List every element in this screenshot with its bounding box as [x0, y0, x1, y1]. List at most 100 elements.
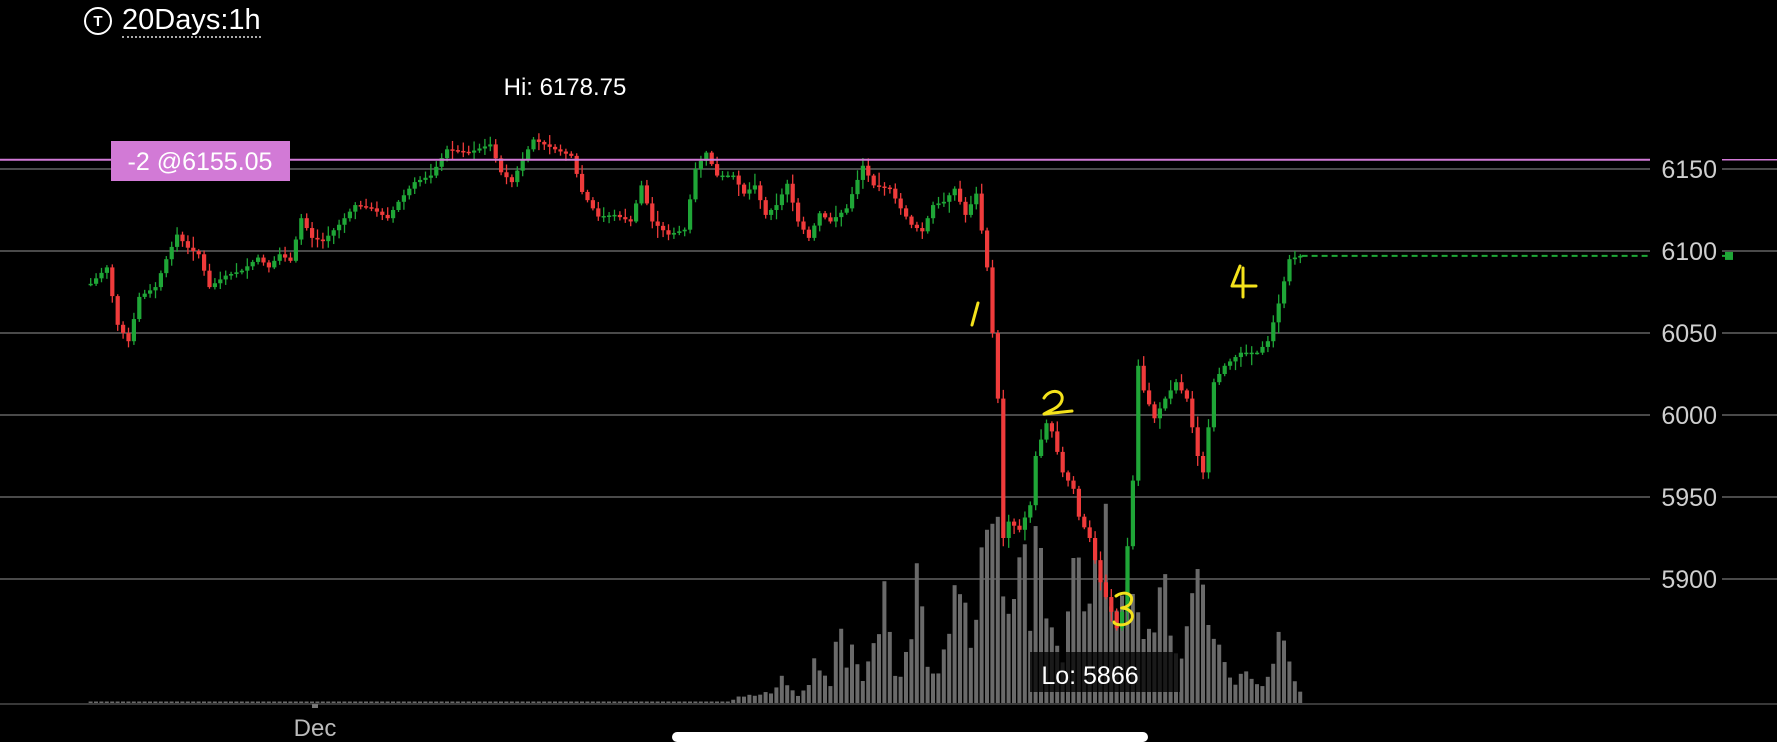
candle: [779, 188, 784, 211]
home-indicator-bar[interactable]: [672, 732, 1148, 742]
candle: [1066, 470, 1071, 487]
candle: [925, 215, 930, 234]
trader-icon[interactable]: T: [84, 7, 112, 35]
volume-bar: [423, 701, 428, 703]
volume-bar: [569, 701, 574, 703]
candle: [455, 145, 460, 154]
candle: [439, 153, 444, 172]
candle: [1006, 514, 1011, 548]
candle: [995, 330, 1000, 404]
candle: [1287, 254, 1292, 286]
candle: [369, 202, 374, 212]
volume-bar: [196, 701, 201, 703]
candle: [882, 182, 887, 196]
volume-bar: [207, 701, 212, 703]
candle: [110, 264, 115, 303]
annotation-4: [1230, 264, 1258, 299]
candle: [185, 235, 190, 255]
candle: [1211, 378, 1216, 432]
volume-bar: [245, 701, 250, 703]
candle: [515, 166, 520, 187]
volume-bar: [693, 701, 698, 703]
volume-bar: [121, 701, 125, 703]
candle: [1093, 531, 1098, 564]
candle: [1141, 356, 1146, 393]
volume-bar: [1012, 599, 1016, 703]
period-selector[interactable]: 20Days:1h: [122, 4, 261, 38]
volume-bar: [99, 701, 104, 703]
candle: [1028, 501, 1033, 523]
volume-bar: [779, 675, 784, 703]
candle: [1103, 574, 1108, 600]
volume-bar: [283, 701, 287, 703]
candle: [1076, 485, 1081, 521]
volume-bar: [391, 701, 395, 703]
volume-bar: [1244, 671, 1249, 703]
candle: [817, 211, 822, 232]
volume-bar: [871, 643, 876, 703]
annotation-2: [1042, 390, 1074, 416]
candle: [887, 185, 892, 194]
candle: [158, 270, 163, 291]
volume-bar: [1255, 684, 1259, 703]
candle: [353, 202, 358, 220]
candle: [666, 224, 671, 241]
y-tick-bg-5950: [1650, 479, 1722, 513]
candle: [752, 173, 757, 194]
candle: [245, 258, 250, 279]
candle: [661, 221, 666, 238]
volume-bar: [88, 701, 93, 703]
volume-bar: [758, 694, 763, 703]
candle: [239, 268, 244, 275]
candle: [736, 170, 741, 196]
target-handle[interactable]: [1725, 251, 1733, 260]
y-tick-6000: 6000: [1661, 402, 1717, 430]
volume-bar: [1195, 569, 1200, 703]
candle: [806, 226, 811, 242]
candle: [639, 180, 644, 206]
volume-bar: [175, 701, 179, 703]
price-gridlines: [0, 168, 1777, 705]
volume-bar: [1120, 595, 1124, 703]
y-tick-6150: 6150: [1661, 156, 1717, 184]
candle: [1147, 382, 1152, 407]
volume-bar: [293, 701, 298, 703]
volume-bar: [1163, 574, 1168, 703]
candle: [958, 180, 963, 205]
candle: [542, 140, 547, 150]
volume-bar: [774, 687, 779, 703]
candle: [272, 256, 277, 270]
volume-bar: [148, 701, 152, 703]
volume-bar: [877, 634, 881, 703]
candle: [569, 151, 574, 158]
volume-bar: [315, 701, 320, 703]
candle: [877, 172, 882, 192]
candle: [1233, 354, 1238, 371]
volume-bar: [364, 701, 368, 703]
volume-bar: [628, 701, 633, 703]
position-badge[interactable]: [111, 141, 290, 181]
candle: [1201, 451, 1206, 480]
candle: [693, 162, 698, 203]
candle: [774, 193, 779, 220]
volume-bar: [164, 701, 169, 703]
candle: [585, 189, 590, 203]
y-axis-ticks: 6150 6100 6050 6000 5950 5900: [1650, 151, 1722, 595]
candle: [126, 327, 131, 348]
candle: [1157, 402, 1162, 429]
candle: [142, 289, 147, 300]
candle: [1228, 358, 1233, 370]
volume-bar: [261, 701, 266, 703]
candle: [1174, 378, 1179, 394]
candle: [1184, 388, 1189, 402]
volume-bar: [931, 673, 935, 703]
volume-bar: [644, 701, 649, 703]
volume-bar: [223, 701, 228, 703]
candle: [1055, 421, 1060, 455]
candle: [466, 145, 471, 156]
candle: [337, 219, 342, 239]
volume-bar: [634, 701, 638, 703]
candle: [94, 273, 99, 286]
volume-bar: [1130, 593, 1135, 703]
